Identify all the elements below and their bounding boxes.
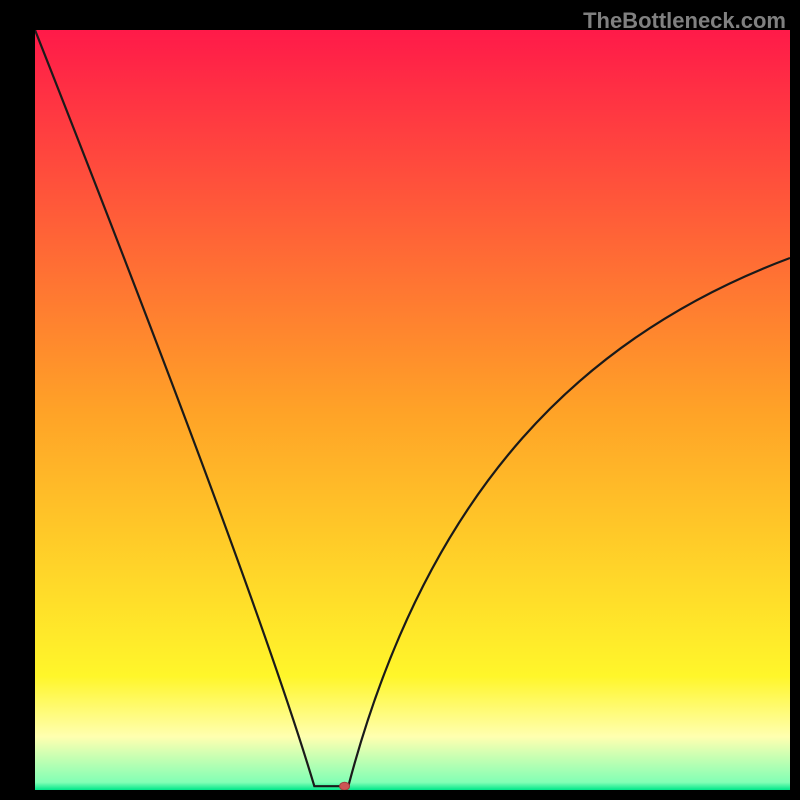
watermark-text: TheBottleneck.com [583,8,786,34]
chart-plot-area [35,30,790,790]
optimal-point-marker [340,782,350,790]
bottleneck-curve [35,30,790,786]
bottleneck-curve-svg [35,30,790,790]
